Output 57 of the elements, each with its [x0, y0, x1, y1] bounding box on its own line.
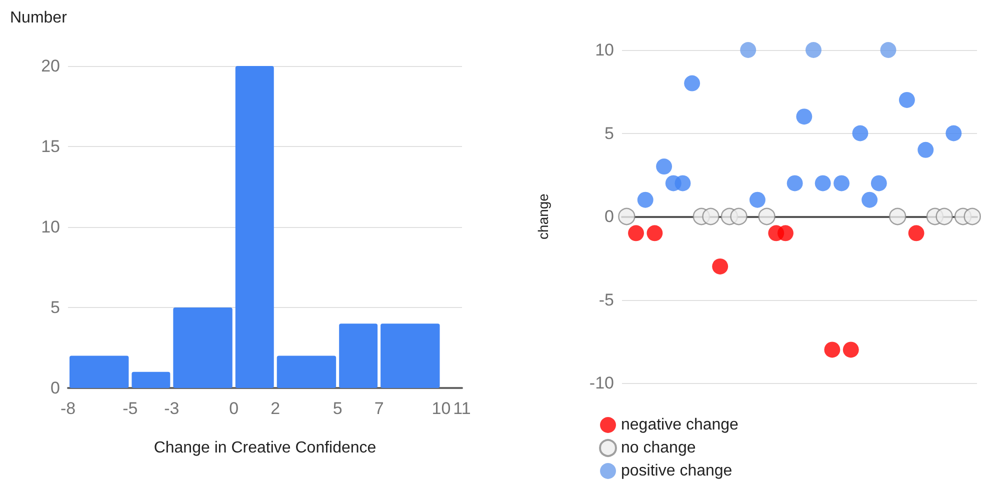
legend-label: negative change: [621, 416, 739, 434]
point: [796, 108, 812, 125]
point: [712, 258, 728, 274]
x-tick-label: 2: [270, 399, 280, 418]
point: [618, 208, 636, 226]
y-tick-label: 10: [41, 218, 60, 236]
point: [852, 125, 868, 142]
point: [862, 192, 878, 208]
y-tick-label: 20: [41, 56, 60, 76]
point: [842, 342, 859, 358]
point: [936, 208, 953, 226]
x-tick-label: 7: [374, 399, 384, 418]
point: [740, 42, 756, 58]
x-tick-label: 10: [432, 399, 451, 418]
x-tick-label: 5: [332, 399, 342, 418]
point: [908, 225, 924, 242]
point: [778, 225, 794, 242]
x-tick-label: -3: [164, 399, 180, 418]
point: [880, 42, 896, 58]
point: [786, 175, 803, 192]
y-axis-title: change: [535, 193, 551, 240]
point: [628, 225, 644, 242]
point: [702, 208, 720, 226]
y-tick-label: 10: [595, 40, 614, 60]
point: [730, 208, 748, 226]
point: [749, 192, 766, 208]
x-tick-label: -5: [122, 399, 138, 418]
point: [964, 208, 981, 226]
point: [834, 175, 850, 192]
x-tick-label: 11: [453, 399, 471, 418]
y-tick-label: -10: [589, 374, 614, 392]
y-tick-label: 0: [604, 207, 614, 226]
legend-label: positive change: [621, 462, 732, 480]
point: [684, 75, 700, 92]
point: [758, 208, 776, 226]
point: [824, 342, 840, 358]
point: [946, 125, 962, 142]
point: [870, 175, 887, 192]
x-axis-title: Change in Creative Confidence: [154, 440, 376, 456]
x-tick-label: -8: [60, 399, 76, 418]
point: [918, 142, 934, 158]
point: [889, 208, 906, 226]
point: [656, 158, 672, 175]
y-tick-label: -5: [598, 290, 614, 310]
x-tick-label: 0: [229, 399, 239, 418]
point: [674, 175, 691, 192]
point: [646, 225, 663, 242]
point: [637, 192, 654, 208]
y-axis-title: Number: [10, 10, 68, 26]
y-tick-label: 5: [604, 124, 614, 143]
y-tick-label: 0: [50, 378, 60, 398]
legend-label: no change: [621, 440, 696, 456]
y-tick-label: 5: [50, 298, 60, 317]
point: [898, 92, 915, 108]
point: [806, 42, 822, 58]
point: [814, 175, 831, 192]
y-tick-label: 15: [41, 137, 60, 156]
